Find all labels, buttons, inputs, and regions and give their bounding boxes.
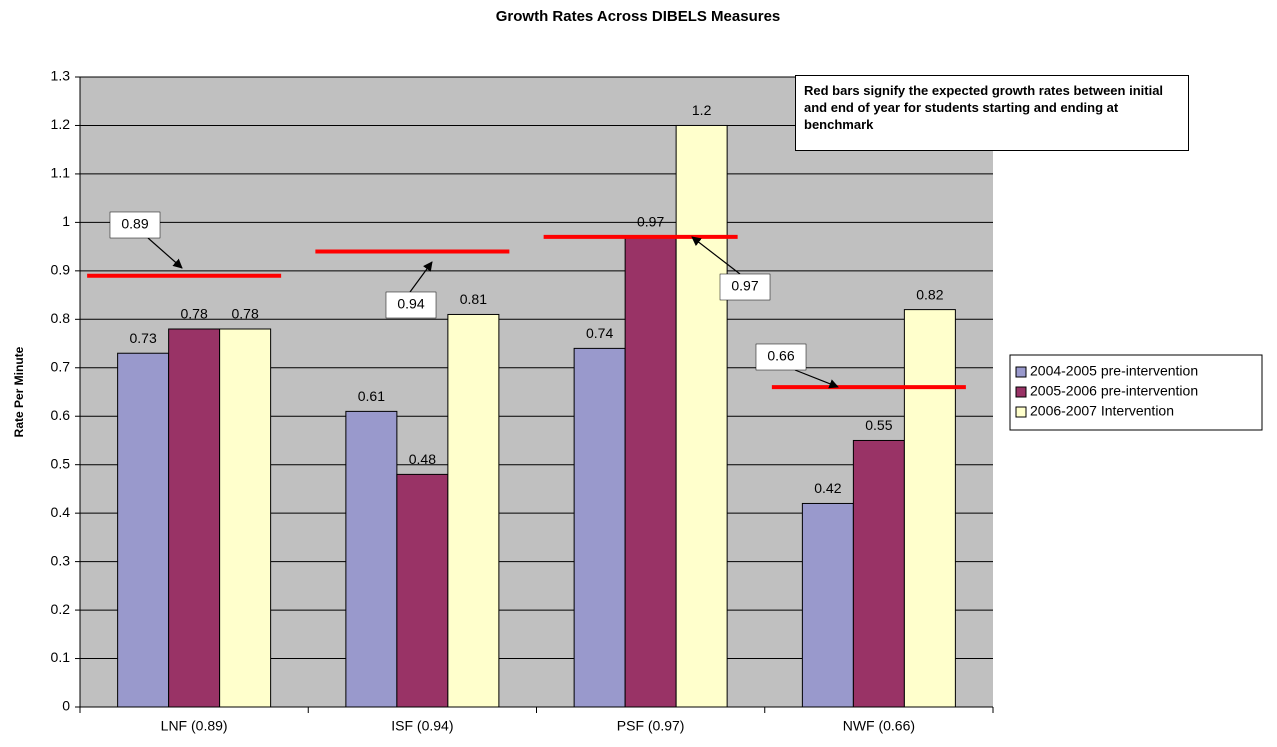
y-tick-label: 0.9 <box>51 262 71 278</box>
callout-arrow <box>147 237 183 269</box>
x-tick-label: ISF (0.94) <box>391 718 453 734</box>
bar <box>801 502 854 708</box>
y-axis-label: Rate Per Minute <box>12 346 26 437</box>
y-tick-label: 0 <box>62 698 70 714</box>
bar <box>852 439 905 708</box>
legend-label: 2004-2005 pre-intervention <box>1030 363 1198 379</box>
x-tick-label: NWF (0.66) <box>843 718 915 734</box>
y-tick-label: 1.3 <box>51 68 71 84</box>
callout-arrow <box>409 261 433 293</box>
y-tick-label: 0.3 <box>51 552 71 568</box>
data-label: 0.78 <box>232 306 259 322</box>
y-tick-label: 0.7 <box>51 358 71 374</box>
data-label: 0.97 <box>637 214 664 230</box>
y-tick-label: 1.2 <box>51 116 71 132</box>
bar <box>903 309 956 708</box>
data-label: 0.82 <box>916 286 943 302</box>
bar <box>447 313 500 708</box>
bar <box>345 410 398 708</box>
callout-label: 0.97 <box>731 278 758 294</box>
data-label: 0.78 <box>181 306 208 322</box>
y-tick-label: 0.6 <box>51 407 71 423</box>
y-tick-label: 1 <box>62 213 70 229</box>
callout-label: 0.94 <box>397 296 424 312</box>
legend-swatch <box>1015 406 1027 418</box>
legend-box <box>1009 354 1263 431</box>
callout-label: 0.66 <box>767 348 794 364</box>
legend-label: 2005-2006 pre-intervention <box>1030 383 1198 399</box>
bar <box>219 328 272 708</box>
legend-swatch <box>1015 366 1027 378</box>
data-label: 0.81 <box>460 291 487 307</box>
callout-box <box>755 343 807 371</box>
callout-arrow <box>794 369 839 389</box>
data-label: 0.61 <box>358 388 385 404</box>
bar <box>396 473 449 708</box>
callout-box <box>109 211 161 239</box>
callout-arrow <box>691 236 741 275</box>
x-tick-label: PSF (0.97) <box>617 718 685 734</box>
bar <box>168 328 221 708</box>
bar <box>624 236 677 708</box>
y-tick-label: 0.8 <box>51 310 71 326</box>
y-tick-label: 0.4 <box>51 504 71 520</box>
legend-swatch <box>1015 386 1027 398</box>
y-tick-label: 0.5 <box>51 455 71 471</box>
callout-box <box>719 273 771 301</box>
legend-label: 2006-2007 Intervention <box>1030 403 1174 419</box>
chart-title: Growth Rates Across DIBELS Measures <box>496 8 781 25</box>
y-tick-label: 0.2 <box>51 601 71 617</box>
callout-label: 0.89 <box>121 216 148 232</box>
data-label: 0.42 <box>814 480 841 496</box>
data-label: 0.73 <box>130 330 157 346</box>
data-label: 0.55 <box>865 417 892 433</box>
annotation: Red bars signify the expected growth rat… <box>795 75 1189 151</box>
x-tick-label: LNF (0.89) <box>161 718 228 734</box>
bar <box>117 352 170 708</box>
data-label: 0.48 <box>409 451 436 467</box>
data-label: 0.74 <box>586 325 613 341</box>
data-label: 1.2 <box>692 102 712 118</box>
bar <box>573 347 626 708</box>
bar <box>675 124 728 708</box>
callout-box <box>385 291 437 319</box>
y-tick-label: 1.1 <box>51 165 71 181</box>
y-tick-label: 0.1 <box>51 649 71 665</box>
